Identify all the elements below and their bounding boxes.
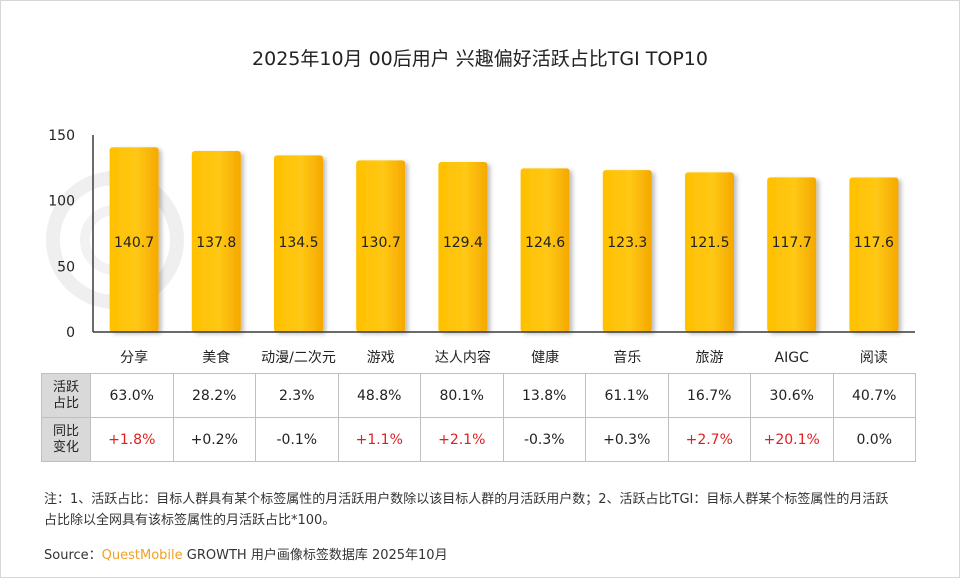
- bar: [767, 177, 817, 332]
- bar: [356, 160, 406, 332]
- bar-value-label: 137.8: [196, 235, 236, 251]
- bar-value-label: 129.4: [443, 235, 483, 251]
- x-category-label: 音乐: [613, 349, 641, 366]
- table-cell: 40.7%: [832, 373, 916, 418]
- source-prefix: Source：: [44, 548, 102, 563]
- y-tick-label: 150: [48, 128, 75, 144]
- x-category-label: 阅读: [860, 349, 888, 366]
- bar-value-label: 124.6: [525, 235, 565, 251]
- table-cell: +20.1%: [750, 417, 834, 462]
- source-line: Source：QuestMobile GROWTH 用户画像标签数据库 2025…: [44, 544, 448, 563]
- table-cell: 0.0%: [832, 417, 916, 462]
- x-category-label: 动漫/二次元: [261, 350, 336, 366]
- row-header: 同比 变化: [41, 417, 91, 462]
- bar-value-label: 130.7: [361, 235, 401, 251]
- bar: [191, 151, 241, 332]
- row-header: 活跃 占比: [41, 373, 91, 418]
- x-category-label: 健康: [531, 349, 559, 366]
- bar-value-label: 123.3: [607, 235, 647, 251]
- metrics-table: 活跃 占比 63.0% 28.2% 2.3% 48.8% 80.1% 13.8% 61.1% 16…: [41, 373, 916, 462]
- bar-value-label: 117.7: [772, 235, 812, 251]
- bar-value-label: 117.6: [854, 235, 894, 251]
- y-tick-label: 100: [48, 194, 75, 210]
- bar-value-label: 134.5: [278, 235, 318, 251]
- x-category-label: 游戏: [367, 350, 395, 366]
- table-cell: +2.7%: [667, 417, 751, 462]
- table-cell: 80.1%: [420, 373, 504, 418]
- table-cell: +1.8%: [90, 417, 174, 462]
- source-suffix: GROWTH 用户画像标签数据库 2025年10月: [182, 548, 448, 563]
- table-cell: 48.8%: [337, 373, 421, 418]
- bar: [602, 170, 652, 332]
- bar: [849, 177, 899, 332]
- bar: [520, 168, 570, 332]
- table-cell: +2.1%: [420, 417, 504, 462]
- table-cell: -0.3%: [502, 417, 586, 462]
- table-cell: 63.0%: [90, 373, 174, 418]
- bar-value-label: 140.7: [114, 235, 154, 251]
- x-category-label: 旅游: [696, 350, 724, 366]
- table-row: 同比 变化 +1.8% +0.2% -0.1% +1.1% +2.1% -0.3% +0.3% +…: [41, 417, 916, 462]
- x-category-label: 达人内容: [435, 349, 491, 366]
- x-category-label: 美食: [202, 349, 230, 366]
- table-cell: +0.3%: [585, 417, 669, 462]
- table-row: 活跃 占比 63.0% 28.2% 2.3% 48.8% 80.1% 13.8% 61.1% 16…: [41, 373, 916, 418]
- y-tick-label: 50: [57, 259, 75, 275]
- bar-chart: 0 50 100 150 140.7 分享 137.8 美食 134.5 动漫/二次元 130.7 游…: [48, 128, 915, 366]
- bar-value-label: 121.5: [689, 235, 729, 251]
- y-tick-label: 0: [66, 325, 75, 341]
- x-category-label: 分享: [120, 349, 148, 366]
- bar: [274, 155, 323, 332]
- x-category-label: AIGC: [775, 350, 810, 366]
- table-cell: +1.1%: [337, 417, 421, 462]
- chart-title: 2025年10月 00后用户 兴趣偏好活跃占比TGI TOP10: [252, 48, 708, 70]
- footnote: 注：1、活跃占比：目标人群具有某个标签属性的月活跃用户数除以该目标人群的月活跃用…: [44, 492, 889, 528]
- bar: [109, 147, 159, 332]
- bar: [685, 172, 734, 332]
- table-cell: +0.2%: [172, 417, 256, 462]
- table-cell: 13.8%: [502, 373, 586, 418]
- table-cell: 61.1%: [585, 373, 669, 418]
- table-cell: 2.3%: [255, 373, 339, 418]
- table-cell: -0.1%: [255, 417, 339, 462]
- table-cell: 28.2%: [172, 373, 256, 418]
- source-brand: QuestMobile: [101, 548, 183, 563]
- bar: [438, 162, 488, 332]
- table-cell: 16.7%: [667, 373, 751, 418]
- table-cell: 30.6%: [750, 373, 834, 418]
